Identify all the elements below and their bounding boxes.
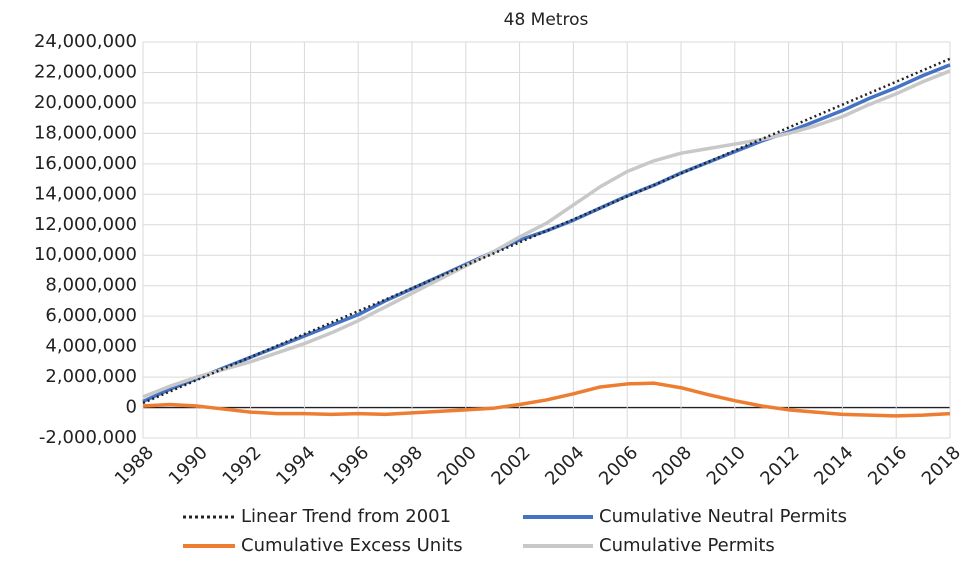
x-tick-label: 2016 xyxy=(864,442,911,489)
series-line xyxy=(142,381,951,418)
y-tick-label: 22,000,000 xyxy=(34,61,137,82)
y-tick-label: 8,000,000 xyxy=(45,275,137,296)
y-tick-label: 24,000,000 xyxy=(34,31,137,52)
x-tick-label: 2010 xyxy=(703,442,750,489)
x-tick-label: 1990 xyxy=(165,442,212,489)
y-tick-label: 16,000,000 xyxy=(34,153,137,174)
legend-label: Cumulative Neutral Permits xyxy=(599,506,847,527)
x-tick-label: 2004 xyxy=(541,442,588,489)
y-tick-label: 6,000,000 xyxy=(45,305,137,326)
chart-title: 48 Metros xyxy=(504,10,589,30)
x-tick-label: 2014 xyxy=(810,442,857,489)
x-tick-label: 1998 xyxy=(380,442,427,489)
x-tick-label: 1996 xyxy=(326,442,373,489)
y-tick-label: 0 xyxy=(126,397,137,418)
x-tick-label: 2018 xyxy=(918,442,961,489)
legend-label: Linear Trend from 2001 xyxy=(241,506,451,527)
x-tick-label: 1992 xyxy=(218,442,265,489)
x-tick-label: 1988 xyxy=(111,442,158,489)
legend-label: Cumulative Excess Units xyxy=(241,535,463,556)
x-tick-label: 2000 xyxy=(434,442,481,489)
y-tick-label: -2,000,000 xyxy=(39,427,137,448)
y-tick-label: 10,000,000 xyxy=(34,244,137,265)
y-tick-label: 12,000,000 xyxy=(34,214,137,235)
x-tick-label: 2012 xyxy=(756,442,803,489)
legend-label: Cumulative Permits xyxy=(599,535,775,556)
y-tick-label: 20,000,000 xyxy=(34,92,137,113)
y-tick-label: 2,000,000 xyxy=(45,366,137,387)
x-tick-label: 2008 xyxy=(649,442,696,489)
series-line xyxy=(142,69,951,399)
series-line xyxy=(142,57,951,405)
y-tick-label: 14,000,000 xyxy=(34,183,137,204)
x-tick-label: 2002 xyxy=(487,442,534,489)
x-tick-label: 1994 xyxy=(272,442,319,489)
x-tick-label: 2006 xyxy=(595,442,642,489)
y-tick-label: 4,000,000 xyxy=(45,336,137,357)
y-tick-label: 18,000,000 xyxy=(34,122,137,143)
